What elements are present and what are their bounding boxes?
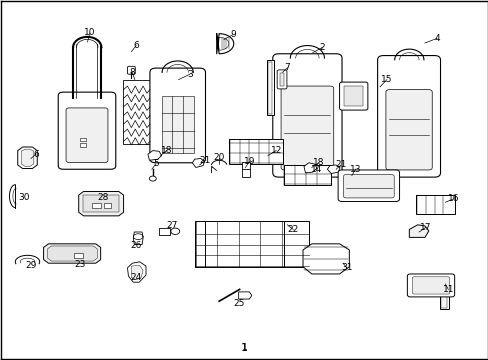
Bar xyxy=(241,162,250,177)
Text: 2: 2 xyxy=(319,43,325,52)
Bar xyxy=(228,139,282,164)
Bar xyxy=(82,195,119,212)
Text: 28: 28 xyxy=(97,193,108,202)
Text: 30: 30 xyxy=(19,193,30,202)
FancyBboxPatch shape xyxy=(339,82,367,110)
Bar xyxy=(268,62,272,114)
Bar xyxy=(159,228,169,234)
FancyBboxPatch shape xyxy=(277,70,286,89)
Text: 21: 21 xyxy=(200,156,211,165)
Text: 31: 31 xyxy=(341,264,352,273)
FancyBboxPatch shape xyxy=(337,170,399,202)
Polygon shape xyxy=(18,147,37,168)
FancyBboxPatch shape xyxy=(150,68,205,163)
Text: 23: 23 xyxy=(74,260,85,269)
Polygon shape xyxy=(408,225,428,237)
Text: 29: 29 xyxy=(25,261,37,270)
Text: 26: 26 xyxy=(130,241,142,250)
Text: 13: 13 xyxy=(349,165,361,174)
FancyBboxPatch shape xyxy=(66,108,108,162)
Polygon shape xyxy=(327,165,339,174)
FancyBboxPatch shape xyxy=(127,66,135,74)
Bar xyxy=(80,143,86,147)
Polygon shape xyxy=(47,246,97,261)
Bar xyxy=(80,138,86,141)
FancyBboxPatch shape xyxy=(343,175,393,198)
Text: 11: 11 xyxy=(442,285,453,294)
Text: 12: 12 xyxy=(270,146,281,155)
Bar xyxy=(267,60,274,116)
Circle shape xyxy=(170,228,179,234)
Text: 16: 16 xyxy=(447,194,459,203)
Polygon shape xyxy=(303,244,348,274)
Text: 18: 18 xyxy=(312,158,324,167)
Bar xyxy=(104,203,111,208)
Text: 21: 21 xyxy=(335,161,346,170)
Bar xyxy=(283,165,330,185)
Text: 20: 20 xyxy=(213,153,224,162)
FancyBboxPatch shape xyxy=(407,274,454,297)
Bar xyxy=(439,279,448,309)
Polygon shape xyxy=(133,232,143,244)
Polygon shape xyxy=(79,192,123,216)
FancyBboxPatch shape xyxy=(281,86,333,170)
Text: 10: 10 xyxy=(84,28,96,37)
Bar xyxy=(122,80,151,144)
Text: 5: 5 xyxy=(153,159,158,168)
Polygon shape xyxy=(21,149,34,166)
Bar xyxy=(74,253,82,258)
Text: 25: 25 xyxy=(232,299,244,308)
Text: 19: 19 xyxy=(243,157,255,166)
Text: 18: 18 xyxy=(161,146,172,155)
Text: 24: 24 xyxy=(130,273,142,282)
Bar xyxy=(280,73,284,86)
FancyBboxPatch shape xyxy=(272,54,341,177)
Text: 9: 9 xyxy=(229,30,235,39)
Text: 17: 17 xyxy=(419,223,431,232)
Polygon shape xyxy=(304,163,316,173)
Polygon shape xyxy=(192,158,204,167)
Bar xyxy=(415,195,454,214)
Polygon shape xyxy=(148,150,161,160)
FancyBboxPatch shape xyxy=(377,55,440,177)
Text: 22: 22 xyxy=(287,225,298,234)
Text: 7: 7 xyxy=(284,63,290,72)
Polygon shape xyxy=(238,292,251,299)
Text: 3: 3 xyxy=(186,70,192,79)
FancyBboxPatch shape xyxy=(411,277,449,294)
Text: 14: 14 xyxy=(310,165,322,174)
Text: 4: 4 xyxy=(433,34,439,43)
Text: 1: 1 xyxy=(241,343,247,353)
Text: 15: 15 xyxy=(380,75,392,84)
Polygon shape xyxy=(131,265,143,280)
Circle shape xyxy=(149,176,156,181)
Bar xyxy=(441,280,447,308)
Text: 6: 6 xyxy=(133,41,139,50)
Bar xyxy=(344,86,362,106)
Text: 1: 1 xyxy=(241,343,247,352)
Bar xyxy=(92,203,101,208)
FancyBboxPatch shape xyxy=(385,90,431,170)
Bar xyxy=(161,96,193,153)
FancyBboxPatch shape xyxy=(58,92,116,169)
Text: 6: 6 xyxy=(33,150,39,159)
Text: 27: 27 xyxy=(166,221,178,230)
Polygon shape xyxy=(127,262,146,282)
Bar xyxy=(194,221,309,267)
Text: 8: 8 xyxy=(129,68,135,77)
Polygon shape xyxy=(43,244,101,263)
